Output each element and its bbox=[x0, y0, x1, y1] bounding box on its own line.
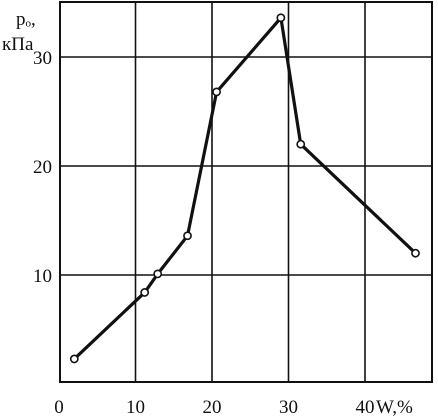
x-tick-labels: 0 10 20 30 40 bbox=[54, 397, 374, 418]
data-point bbox=[212, 87, 221, 97]
data-point bbox=[69, 354, 79, 364]
x-axis-label: W,% bbox=[376, 397, 413, 418]
x-tick-label: 30 bbox=[279, 397, 298, 418]
data-point bbox=[296, 139, 306, 149]
plot-frame bbox=[59, 1, 433, 383]
data-point bbox=[276, 13, 286, 23]
y-axis-label-unit: кПа bbox=[2, 34, 34, 55]
y-tick-label: 20 bbox=[33, 157, 52, 178]
y-tick-label: 30 bbox=[33, 48, 52, 69]
data-point bbox=[153, 269, 163, 279]
x-tick-label: 20 bbox=[203, 397, 222, 418]
data-point bbox=[183, 231, 192, 241]
x-tick-label: 0 bbox=[54, 397, 64, 418]
x-tick-label: 40 bbox=[356, 397, 375, 418]
data-point bbox=[140, 288, 150, 297]
y-tick-label: 10 bbox=[33, 266, 52, 287]
x-tick-label: 10 bbox=[126, 397, 145, 418]
y-axis-label-symbol: pₒ, bbox=[16, 9, 36, 30]
marker-layer bbox=[69, 13, 420, 364]
data-point bbox=[411, 248, 420, 258]
y-tick-labels: 10 20 30 bbox=[33, 48, 52, 287]
